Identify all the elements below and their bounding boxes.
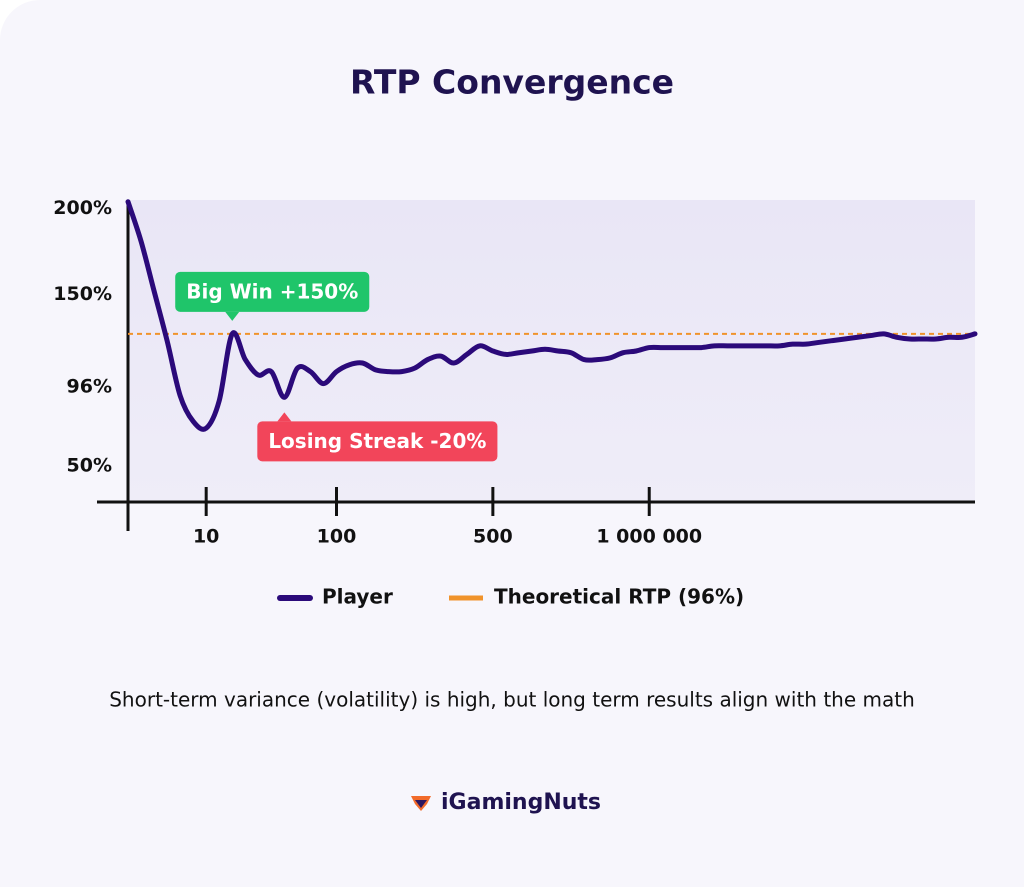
y-tick-label: 50% <box>67 454 112 476</box>
x-tick-label: 10 <box>193 526 219 548</box>
y-tick-label: 96% <box>67 376 112 398</box>
legend-label: Player <box>322 585 393 609</box>
annotation-box <box>257 421 498 462</box>
annotation-pointer <box>277 412 292 422</box>
brand-logo-inner <box>415 800 427 808</box>
annotation-text: Losing Streak -20% <box>268 429 486 453</box>
y-tick-label: 200% <box>53 197 112 219</box>
annotation-pointer <box>225 311 240 321</box>
legend-label: Theoretical RTP (96%) <box>494 585 744 609</box>
annotation-text: Big Win +150% <box>186 279 358 303</box>
legend: Player Theoretical RTP (96%) <box>277 585 744 609</box>
annotation-box <box>175 271 370 312</box>
chart-title: RTP Convergence <box>350 63 674 102</box>
player-line <box>125 199 978 432</box>
x-tick-label: 100 <box>317 526 357 548</box>
x-tick-label: 1 000 000 <box>596 526 702 548</box>
caption: Short-term variance (volatility) is high… <box>109 688 915 712</box>
y-tick-label: 150% <box>53 283 112 305</box>
annotation: Losing Streak -20% <box>257 412 498 462</box>
x-tick-label: 500 <box>473 526 513 548</box>
annotation: Big Win +150% <box>175 271 370 321</box>
brand: iGamingNuts <box>441 790 601 815</box>
